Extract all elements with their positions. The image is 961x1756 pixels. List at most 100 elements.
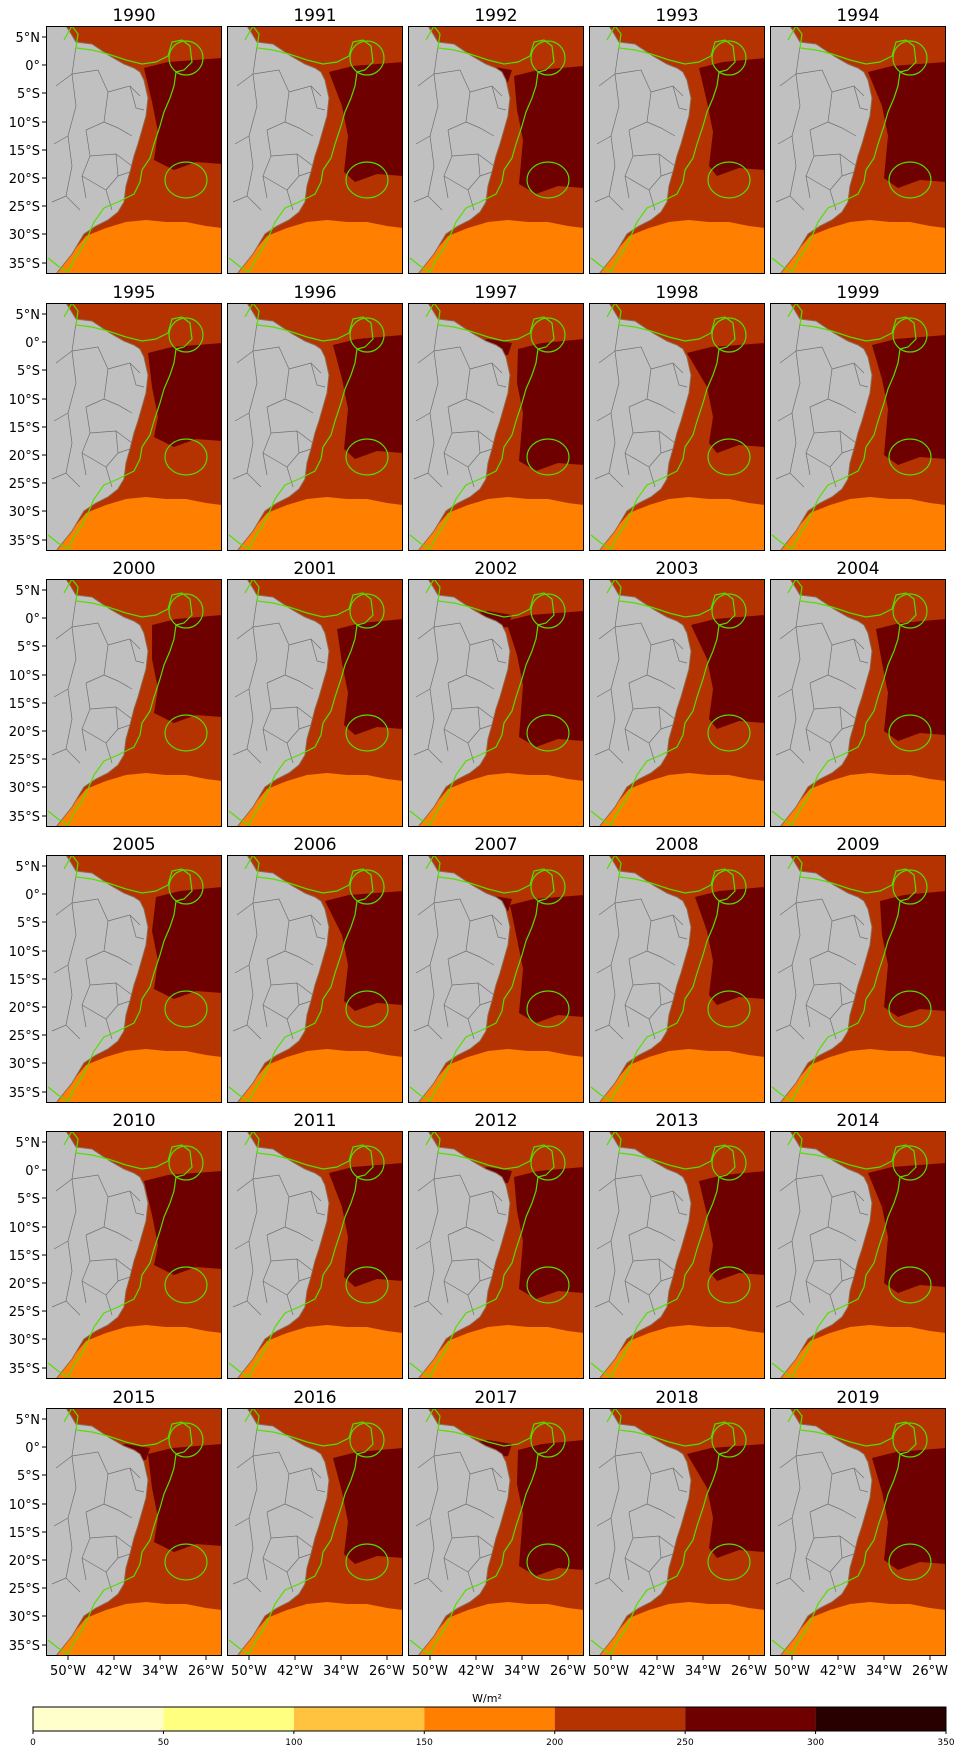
island-outline-south xyxy=(888,714,932,752)
ocean-band-250-300 xyxy=(691,615,765,729)
map-panel: 2016 xyxy=(227,1388,403,1656)
panel-year-title: 1991 xyxy=(293,6,336,26)
state-borders xyxy=(594,874,688,1040)
eez-outline xyxy=(590,303,736,550)
lat-tick-label: 10°S xyxy=(9,116,40,131)
colorbar-tick-label: 50 xyxy=(158,1738,170,1748)
colorbar-tick-label: 0 xyxy=(30,1738,36,1748)
panel-year-title: 2012 xyxy=(474,1111,517,1131)
panel-frame xyxy=(46,1131,222,1379)
island-outline-north xyxy=(711,593,747,629)
ocean-band-150-200 xyxy=(54,1049,222,1103)
panel-year-title: 2004 xyxy=(836,559,879,579)
lon-tick-label: 26°W xyxy=(550,1664,586,1679)
island-outline-south xyxy=(888,1266,932,1304)
eez-outline xyxy=(409,1408,555,1655)
lat-tick-label: 5°S xyxy=(17,1192,40,1207)
map-panel: 2004 xyxy=(770,559,946,827)
lat-tick-label: 30°S xyxy=(9,1333,40,1348)
island-outline-north xyxy=(892,593,928,629)
panel-frame xyxy=(227,855,403,1103)
eez-outline xyxy=(47,1408,193,1655)
ocean-band-250-300 xyxy=(456,1440,584,1576)
island-outline-north xyxy=(892,1145,928,1181)
panel-frame xyxy=(46,579,222,827)
eez-outline xyxy=(47,579,193,826)
eez-outline xyxy=(771,1131,917,1378)
lat-tick-label: 20°S xyxy=(9,1277,40,1292)
ocean-band-250-300 xyxy=(329,1163,403,1287)
island-outline-north xyxy=(530,1422,566,1458)
map-panel: 2017 xyxy=(408,1388,584,1656)
panel-year-title: 2000 xyxy=(112,559,155,579)
ocean-band-250-300 xyxy=(868,62,946,188)
island-outline-south xyxy=(707,990,751,1028)
lon-tick-label: 50°W xyxy=(50,1664,86,1679)
eez-outline xyxy=(228,303,374,550)
island-outline-south xyxy=(526,1266,570,1304)
lat-tick-label: 5°N xyxy=(16,31,41,46)
island-outline-north xyxy=(349,869,385,905)
panel-year-title: 2018 xyxy=(655,1388,698,1408)
panel-frame xyxy=(589,855,765,1103)
ocean-band-250-300 xyxy=(94,1444,222,1552)
panel-frame xyxy=(770,855,946,1103)
panel-frame xyxy=(408,579,584,827)
ocean-band-250-300 xyxy=(152,615,222,723)
state-borders xyxy=(775,1427,869,1593)
lon-tick-label: 26°W xyxy=(369,1664,405,1679)
island-outline-north xyxy=(892,869,928,905)
colorbar-bin xyxy=(424,1707,555,1731)
panel-year-title: 2011 xyxy=(293,1111,336,1131)
lat-tick-label: 10°S xyxy=(9,393,40,408)
lat-tick-label: 30°S xyxy=(9,1610,40,1625)
lat-tick-label: 0° xyxy=(25,59,40,74)
island-outline-north xyxy=(349,1422,385,1458)
panel-year-title: 1993 xyxy=(655,6,698,26)
ocean-band-250-300 xyxy=(333,1448,403,1564)
lat-tick-label: 15°S xyxy=(9,421,40,436)
panel-frame xyxy=(770,1408,946,1656)
ocean-band-150-200 xyxy=(778,1049,946,1103)
colorbar-tick-label: 350 xyxy=(937,1738,954,1748)
ocean-band-150-200 xyxy=(416,497,584,551)
island-outline-south xyxy=(707,438,751,476)
ocean-band-150-200 xyxy=(416,220,584,274)
map-panel: 2010 xyxy=(46,1111,222,1379)
panel-frame xyxy=(408,1131,584,1379)
lat-tick-label: 10°S xyxy=(9,945,40,960)
island-outline-south xyxy=(345,438,389,476)
lat-tick-label: 20°S xyxy=(9,725,40,740)
map-panel: 2007 xyxy=(408,835,584,1103)
state-borders xyxy=(413,1427,507,1593)
island-outline-south xyxy=(888,438,932,476)
panel-frame xyxy=(227,26,403,274)
colorbar-tick-label: 100 xyxy=(285,1738,302,1748)
island-outline-south xyxy=(707,1266,751,1304)
island-outline-north xyxy=(168,1422,204,1458)
state-borders xyxy=(413,322,507,488)
state-borders xyxy=(413,1150,507,1316)
map-panel: 2012 xyxy=(408,1111,584,1379)
lat-tick-label: 5°S xyxy=(17,87,40,102)
colorbar-bin xyxy=(554,1707,686,1731)
lat-tick-label: 0° xyxy=(25,1164,40,1179)
lat-tick-label: 15°S xyxy=(9,697,40,712)
panel-year-title: 2002 xyxy=(474,559,517,579)
ocean-band-150-200 xyxy=(235,220,403,274)
ocean-band-150-200 xyxy=(235,1602,403,1656)
lat-tick-label: 5°S xyxy=(17,1469,40,1484)
island-outline-north xyxy=(168,1145,204,1181)
state-borders xyxy=(594,45,688,211)
lon-tick-label: 42°W xyxy=(639,1664,675,1679)
ocean-band-150-200 xyxy=(778,1325,946,1379)
lat-tick-label: 15°S xyxy=(9,1249,40,1264)
eez-outline xyxy=(228,1408,374,1655)
ocean-band-250-300 xyxy=(337,619,403,735)
map-panel: 2011 xyxy=(227,1111,403,1379)
lon-tick-label: 50°W xyxy=(412,1664,448,1679)
panel-frame xyxy=(408,855,584,1103)
lon-tick-label: 42°W xyxy=(277,1664,313,1679)
map-panel: 2019 xyxy=(770,1388,946,1656)
